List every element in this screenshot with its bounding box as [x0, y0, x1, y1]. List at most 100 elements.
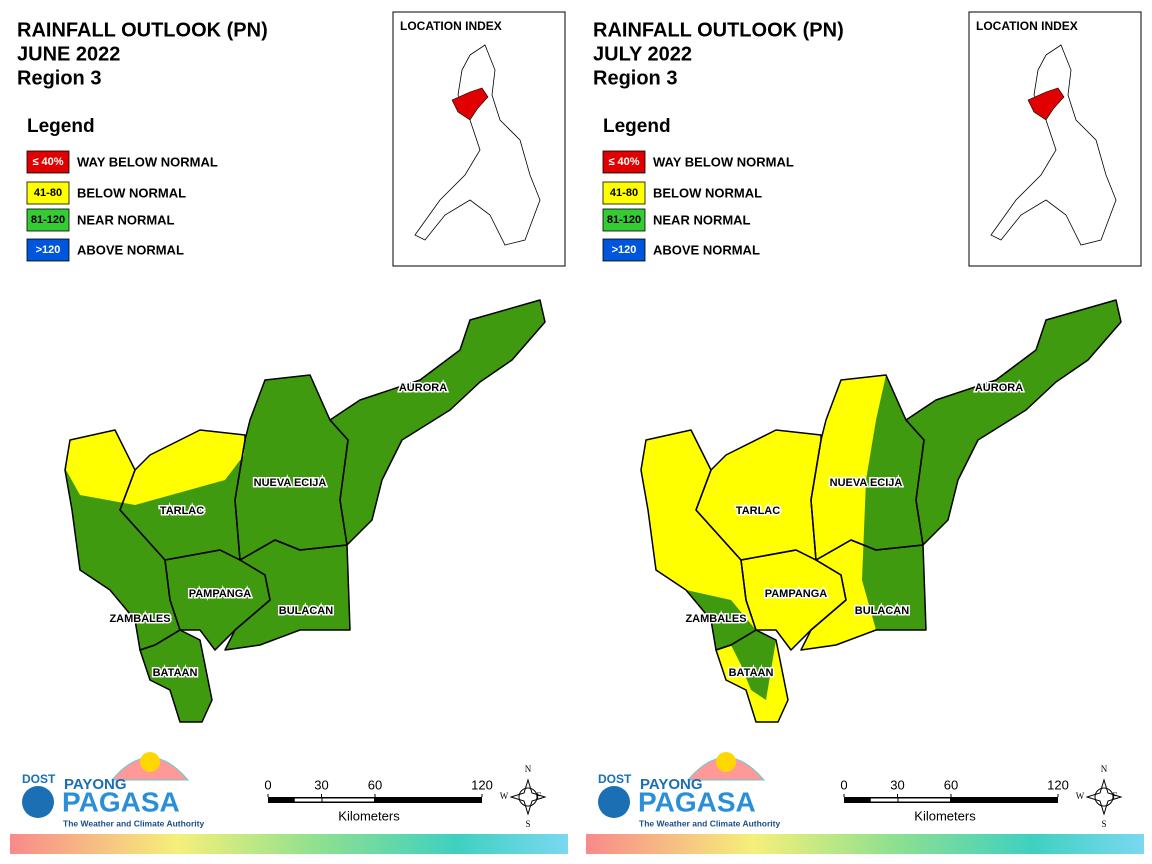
compass-letter: E — [536, 791, 542, 801]
logo-line2: PAGASA — [62, 786, 180, 817]
province-label: BATAAN — [153, 667, 198, 679]
province-label: PAMPANGA — [189, 588, 252, 600]
compass-letter: E — [1112, 791, 1118, 801]
compass-ring — [1094, 787, 1114, 807]
scale-tick-label: 0 — [840, 777, 847, 792]
province-label: TARLAC — [160, 505, 204, 517]
province-border — [329, 299, 546, 546]
province-border — [224, 539, 351, 651]
scale-tick-label: 0 — [264, 777, 271, 792]
province-label: BATAAN — [729, 667, 774, 679]
province-area — [641, 430, 756, 650]
legend-swatch — [26, 238, 70, 262]
scale-segment — [870, 798, 898, 802]
legend-swatch — [602, 238, 646, 262]
legend-swatch — [602, 181, 646, 205]
logo-seal — [22, 786, 54, 818]
philippines-outline — [414, 44, 541, 246]
scale-tick-label: 60 — [944, 777, 958, 792]
compass-ring — [518, 787, 538, 807]
province-border — [715, 629, 789, 723]
location-index-title: LOCATION INDEX — [976, 19, 1078, 33]
legend-label: ABOVE NORMAL — [653, 242, 760, 257]
outlook-zone — [862, 375, 926, 630]
province-label: AURORA — [975, 382, 1023, 394]
scale-tick-label: 30 — [890, 777, 904, 792]
province-label: ZAMBALES — [685, 613, 746, 625]
scale-tick-label: 120 — [1047, 777, 1069, 792]
legend-code: ≤ 40% — [32, 156, 63, 168]
province-area — [235, 375, 348, 560]
scale-bar — [844, 797, 1058, 803]
province-label: BULACAN — [279, 605, 333, 617]
legend-label: NEAR NORMAL — [77, 212, 175, 227]
outlook-zone — [731, 630, 776, 700]
legend-title: Legend — [27, 116, 95, 137]
scale-segment — [322, 798, 374, 802]
scale-tick-label: 60 — [368, 777, 382, 792]
compass-letter: S — [525, 819, 530, 829]
province-label: NUEVA ECIJA — [830, 477, 903, 489]
map-title: JUNE 2022 — [17, 43, 120, 65]
map-title: Region 3 — [593, 67, 677, 89]
scale-tick-label: 120 — [471, 777, 493, 792]
province-label: NUEVA ECIJA — [254, 477, 327, 489]
province-area — [140, 630, 212, 722]
province-area — [330, 300, 545, 545]
province-area — [696, 430, 821, 560]
province-border — [800, 539, 927, 651]
legend-swatch — [602, 208, 646, 232]
map-title: RAINFALL OUTLOOK (PN) — [593, 19, 844, 41]
province-area — [225, 540, 350, 650]
legend-code: 41-80 — [610, 187, 638, 199]
logo-sun — [140, 752, 160, 772]
legend-swatch — [26, 181, 70, 205]
compass-letter: S — [1101, 819, 1106, 829]
map-title: JULY 2022 — [593, 43, 692, 65]
legend-code: >120 — [36, 244, 61, 256]
province-border — [139, 629, 213, 723]
province-label: TARLAC — [736, 505, 780, 517]
logo-line1: PAYONG — [64, 776, 127, 793]
location-index-title: LOCATION INDEX — [400, 19, 502, 33]
legend-label: WAY BELOW NORMAL — [653, 154, 794, 169]
scale-segment — [898, 798, 950, 802]
legend-label: NEAR NORMAL — [653, 212, 751, 227]
legend-swatch — [602, 150, 646, 174]
legend-swatch — [26, 150, 70, 174]
logo-agency: DOST — [598, 772, 632, 786]
compass-letter: W — [1076, 791, 1085, 801]
province-label: BULACAN — [855, 605, 909, 617]
bottom-band — [586, 834, 1144, 854]
compass-letter: W — [500, 791, 509, 801]
province-area — [741, 550, 846, 650]
logo-line1: PAYONG — [640, 776, 703, 793]
legend-label: ABOVE NORMAL — [77, 242, 184, 257]
province-label: AURORA — [399, 382, 447, 394]
legend-code: ≤ 40% — [608, 156, 639, 168]
province-label: ZAMBALES — [109, 613, 170, 625]
logo-line2: PAGASA — [638, 786, 756, 817]
outlook-zone — [686, 590, 756, 650]
outlook-zone — [66, 430, 245, 505]
scale-bar — [268, 797, 482, 803]
logo-agency: DOST — [22, 772, 56, 786]
legend-label: WAY BELOW NORMAL — [77, 154, 218, 169]
compass-letter: N — [525, 764, 532, 774]
logo-tagline: The Weather and Climate Authority — [639, 818, 780, 828]
legend-title: Legend — [603, 116, 671, 137]
compass-letter: N — [1101, 764, 1108, 774]
scale-unit: Kilometers — [338, 808, 400, 823]
legend-code: >120 — [612, 244, 637, 256]
legend-label: BELOW NORMAL — [653, 185, 762, 200]
legend-label: BELOW NORMAL — [77, 185, 186, 200]
scale-unit: Kilometers — [914, 808, 976, 823]
region-highlight — [451, 87, 489, 121]
logo-sun — [716, 752, 736, 772]
scale-segment — [294, 798, 322, 802]
map-title: RAINFALL OUTLOOK (PN) — [17, 19, 268, 41]
province-area — [165, 550, 270, 650]
